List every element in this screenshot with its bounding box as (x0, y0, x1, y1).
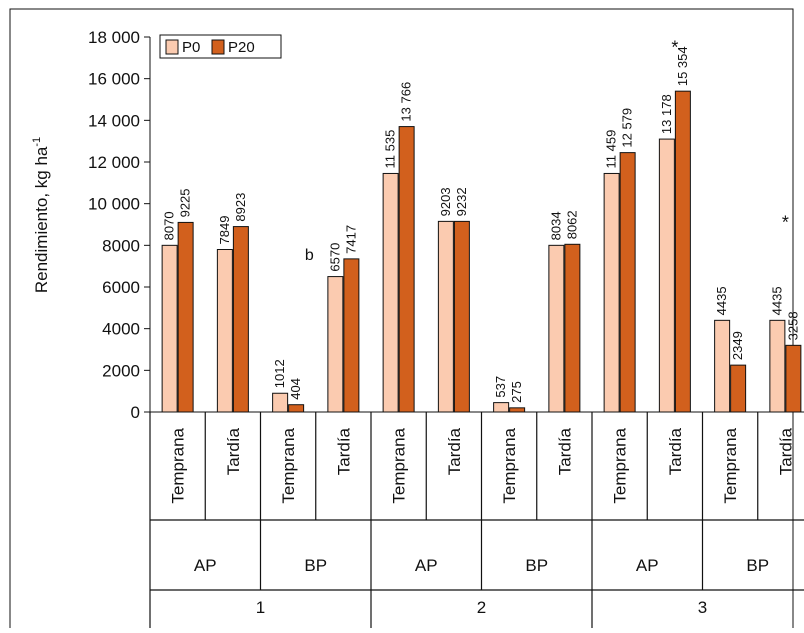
bar-value-label: 537 (493, 376, 508, 398)
x-group-label: AP (194, 556, 217, 575)
bar-p0 (382, 172, 399, 413)
legend-swatch-p20 (211, 39, 225, 55)
legend-label-p20: P20 (228, 39, 255, 56)
x-category-label: Tardía (666, 427, 685, 475)
x-category-label: Temprana (500, 427, 519, 503)
x-category-label: Tardía (776, 427, 795, 475)
annotation-mark: * (782, 213, 789, 233)
bar-p0 (493, 402, 510, 413)
bar-p20 (785, 344, 802, 413)
annotation-mark: b (305, 247, 314, 264)
y-tick-label: 6000 (102, 278, 140, 297)
x-category-label: Tardía (334, 427, 353, 475)
legend-label-p0: P0 (182, 39, 200, 56)
bar-value-label: 9232 (454, 187, 469, 216)
bar-p0 (603, 172, 620, 413)
bar-p20 (453, 220, 470, 413)
bar-p0 (769, 319, 786, 413)
bar-p20 (177, 221, 194, 413)
bar-value-label: 4435 (714, 286, 729, 315)
bar-value-label: 3258 (785, 311, 800, 340)
x-category-label: Tardía (224, 427, 243, 475)
bar-p0 (658, 138, 675, 413)
legend-swatch-p0 (165, 39, 179, 55)
annotation-mark: * (671, 38, 678, 58)
bar-p0 (714, 319, 731, 413)
bar-p20 (730, 364, 747, 413)
x-group-label: AP (415, 556, 438, 575)
bar-value-label: 275 (509, 381, 524, 403)
bar-value-label: 6570 (327, 243, 342, 272)
bar-value-label: 4435 (769, 286, 784, 315)
legend: P0 P20 (159, 34, 282, 59)
y-tick-label: 2000 (102, 361, 140, 380)
y-tick-label: 10 000 (88, 195, 140, 214)
axes: 0 2000 4000 6000 8000 10 000 12 000 14 000 16 00… (88, 28, 151, 422)
x-site-label: 2 (477, 598, 486, 617)
y-tick-label: 0 (131, 403, 140, 422)
y-axis-label-superscript: -1 (31, 137, 43, 147)
x-group-label: BP (746, 556, 769, 575)
y-tick-label: 14 000 (88, 111, 140, 130)
bar-value-label: 11 535 (383, 130, 398, 169)
bar-value-label: 9225 (178, 188, 193, 217)
bar-p20 (509, 407, 526, 413)
bar-value-label: 8923 (233, 193, 248, 222)
bar-p0 (437, 220, 454, 413)
bar-p20 (232, 226, 249, 413)
bar-value-label: 13 178 (659, 94, 674, 134)
y-axis-label: Rendimiento, kg ha-1 (31, 137, 51, 293)
bar-value-label: 2349 (730, 331, 745, 360)
x-category-label: Temprana (390, 427, 409, 503)
x-site-label: 1 (256, 598, 265, 617)
bar-value-label: 9203 (438, 187, 453, 216)
y-tick-label: 12 000 (88, 153, 140, 172)
y-tick-label: 18 000 (88, 28, 140, 47)
bar-p20 (288, 404, 305, 413)
bar-p20 (398, 126, 415, 413)
x-category-label: Temprana (279, 427, 298, 503)
bar-value-label: 8034 (548, 211, 563, 240)
x-category-label: Tardía (445, 427, 464, 475)
x-site-label: 3 (698, 598, 707, 617)
bar-value-label: 13 766 (399, 82, 414, 122)
x-group-label: BP (525, 556, 548, 575)
x-category-label: Temprana (611, 427, 630, 503)
x-category-label: Temprana (721, 427, 740, 503)
bar-p0 (216, 249, 233, 413)
y-tick-label: 16 000 (88, 70, 140, 89)
bar-value-label: 8062 (564, 210, 579, 239)
x-group-label: BP (304, 556, 327, 575)
bar-p20 (619, 152, 636, 413)
bar-p20 (564, 243, 581, 413)
y-tick-label: 8000 (102, 236, 140, 255)
x-category-label: Temprana (169, 427, 188, 503)
x-axis-categories: Temprana Tardía Temprana Tardía Temprana Tard… (149, 411, 804, 628)
bar-p20 (343, 258, 360, 413)
bar-p0 (548, 244, 565, 413)
bar-value-label: 11 459 (604, 130, 619, 169)
bar-value-label: 404 (288, 378, 303, 400)
bar-value-label: 7849 (217, 216, 232, 245)
x-category-label: Tardía (555, 427, 574, 475)
x-group-label: AP (636, 556, 659, 575)
annotations: b * * (305, 38, 789, 264)
bar-value-label: 15 354 (675, 46, 690, 86)
bars (161, 90, 802, 413)
bar-p20 (674, 90, 691, 413)
bar-value-label: 7417 (343, 225, 358, 254)
bar-value-label: 1012 (272, 359, 287, 388)
bar-value-label: 12 579 (620, 108, 635, 148)
y-axis-label-text: Rendimiento, kg ha (32, 146, 51, 293)
bar-p0 (272, 392, 289, 413)
bar-p0 (161, 244, 178, 413)
bar-p0 (327, 276, 344, 413)
bar-value-label: 8070 (162, 211, 177, 240)
y-tick-label: 4000 (102, 320, 140, 339)
